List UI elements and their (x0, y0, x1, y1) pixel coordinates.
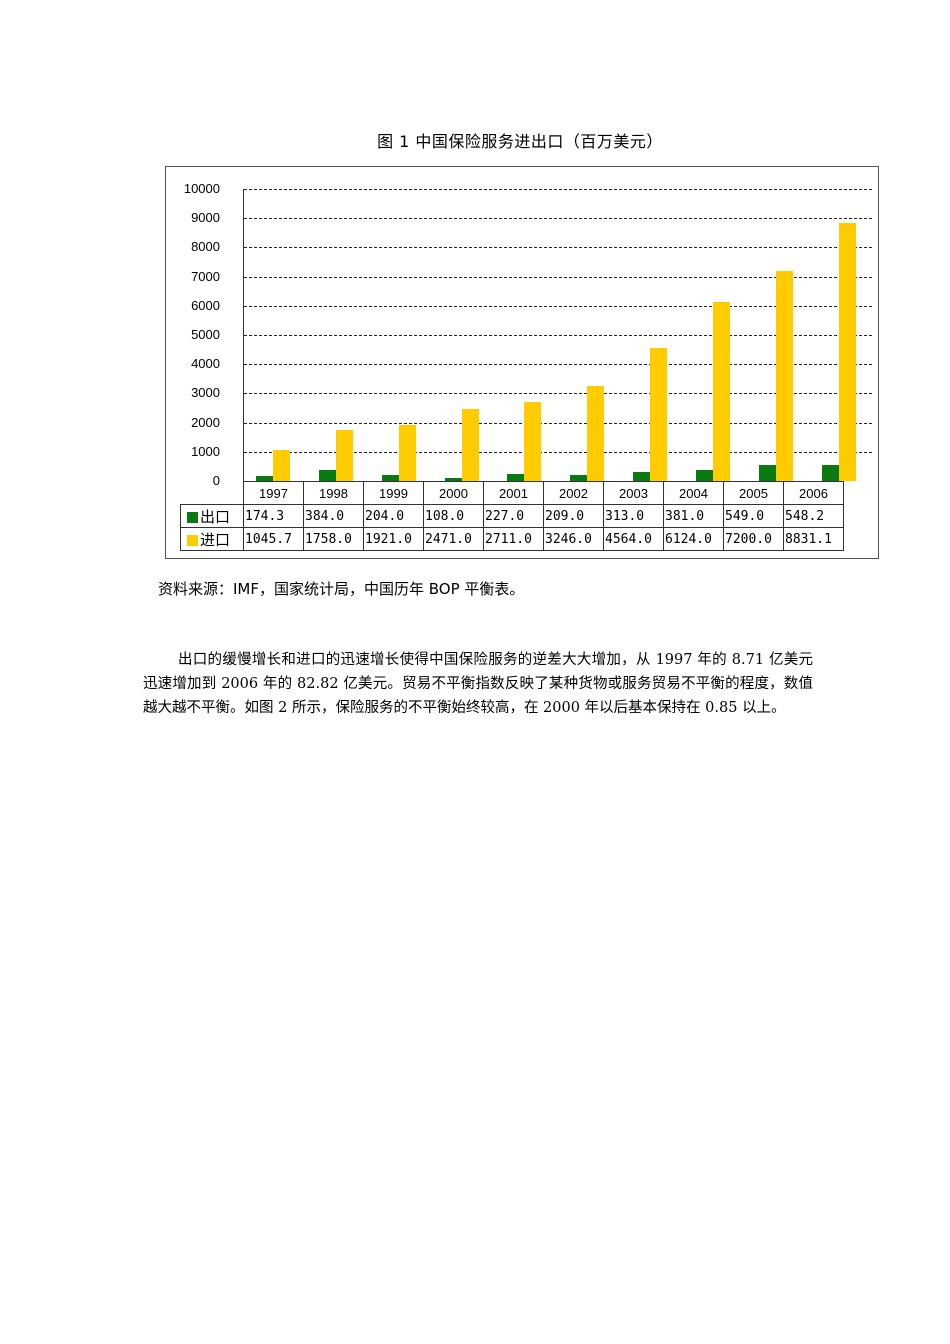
import-value-cell: 6124.0 (663, 527, 724, 551)
year-cell: 2002 (543, 481, 604, 505)
legend-export: 出口 (180, 504, 244, 528)
y-tick-label: 8000 (191, 239, 220, 255)
y-tick-label: 1000 (191, 443, 220, 459)
import-bar-2003 (650, 347, 668, 481)
year-cell: 2004 (663, 481, 724, 505)
import-value-cell: 3246.0 (543, 527, 604, 551)
gridline (244, 218, 872, 220)
import-swatch-icon (187, 534, 198, 546)
y-tick-label: 5000 (191, 327, 220, 342)
export-value-cell: 548.2 (783, 504, 844, 528)
figure-title: 图 1 中国保险服务进出口（百万美元） (377, 132, 663, 151)
data-table: 1997 1998 1999 2000 2001 2002 2003 2004 2005 2006… (180, 481, 844, 551)
import-bar-1997 (273, 450, 290, 481)
gridline (244, 276, 872, 278)
import-value-cell: 8831.1 (783, 527, 844, 551)
year-cell: 2001 (483, 481, 544, 505)
export-value-cell: 174.3 (243, 504, 304, 528)
year-cell: 1999 (363, 481, 424, 505)
legend-import: 进口 (180, 527, 244, 551)
export-value-cell: 313.0 (603, 504, 664, 528)
import-bar-2006 (838, 223, 856, 481)
chart-frame (165, 166, 879, 559)
y-tick-label: 9000 (191, 210, 220, 226)
export-value-cell: 549.0 (723, 504, 784, 528)
figure-source: 资料来源：IMF，国家统计局，中国历年 BOP 平衡表。 (158, 580, 525, 598)
body-paragraph: 出口的缓慢增长和进口的迅速增长使得中国保险服务的逆差大大增加，从 1997 年的… (143, 652, 813, 716)
y-tick-label: 2000 (191, 414, 220, 430)
year-cell: 2000 (423, 481, 484, 505)
export-swatch-icon (187, 511, 198, 523)
gridline (244, 305, 872, 307)
export-bar-2004 (695, 469, 713, 481)
gridline (244, 451, 872, 453)
import-bar-1999 (398, 424, 416, 481)
year-cell: 1997 (243, 481, 304, 505)
data-table-corner (180, 481, 244, 505)
y-tick-label: 6000 (191, 297, 220, 313)
legend-export-label: 出口 (200, 507, 231, 526)
y-tick-label: 4000 (191, 356, 220, 372)
export-value-cell: 108.0 (423, 504, 484, 528)
year-cell: 2005 (723, 481, 784, 505)
import-bar-2004 (712, 302, 730, 481)
import-value-cell: 2471.0 (423, 527, 484, 551)
export-bar-1999 (381, 475, 399, 481)
import-value-cell: 1758.0 (303, 527, 364, 551)
import-bar-2002 (587, 386, 605, 481)
y-tick-label: 3000 (191, 385, 220, 401)
export-value-cell: 209.0 (543, 504, 604, 528)
import-value-cell: 7200.0 (723, 527, 784, 551)
y-axis-line (243, 189, 244, 481)
import-value-cell: 2711.0 (483, 527, 544, 551)
gridline (244, 335, 872, 336)
gridline (244, 364, 872, 366)
import-value-cell: 4564.0 (603, 527, 664, 551)
import-bar-2005 (775, 270, 793, 481)
export-bar-2005 (758, 464, 776, 481)
export-value-cell: 381.0 (663, 504, 724, 528)
data-table-export-row: 出口 174.3 384.0 204.0 108.0 227.0 209.0 313.0 38… (180, 504, 844, 528)
import-bar-2001 (524, 401, 542, 481)
gridline (244, 189, 872, 190)
year-cell: 2006 (783, 481, 844, 505)
y-tick-label: 7000 (191, 268, 220, 284)
y-tick-label: 10000 (183, 181, 220, 196)
data-table-year-row: 1997 1998 1999 2000 2001 2002 2003 2004 2005 2006 (180, 481, 844, 505)
export-value-cell: 384.0 (303, 504, 364, 528)
export-bar-2002 (570, 474, 588, 481)
export-bar-2001 (507, 474, 525, 481)
import-value-cell: 1045.7 (243, 527, 304, 551)
import-bar-1998 (335, 429, 353, 481)
export-bar-1998 (318, 469, 336, 481)
import-value-cell: 1921.0 (363, 527, 424, 551)
export-bar-2000 (444, 477, 462, 481)
legend-import-label: 进口 (200, 530, 231, 549)
gridline (244, 393, 872, 395)
export-value-cell: 204.0 (363, 504, 424, 528)
export-bar-1997 (256, 475, 273, 481)
year-cell: 1998 (303, 481, 364, 505)
data-table-import-row: 进口 1045.7 1758.0 1921.0 2471.0 2711.0 3246.0 4… (180, 527, 844, 551)
export-bar-2003 (633, 471, 651, 481)
y-tick-label: 0 (212, 473, 220, 488)
gridline (244, 422, 872, 424)
import-bar-2000 (461, 408, 479, 481)
export-value-cell: 227.0 (483, 504, 544, 528)
export-bar-2006 (821, 464, 839, 481)
year-cell: 2003 (603, 481, 664, 505)
gridline (244, 247, 872, 249)
